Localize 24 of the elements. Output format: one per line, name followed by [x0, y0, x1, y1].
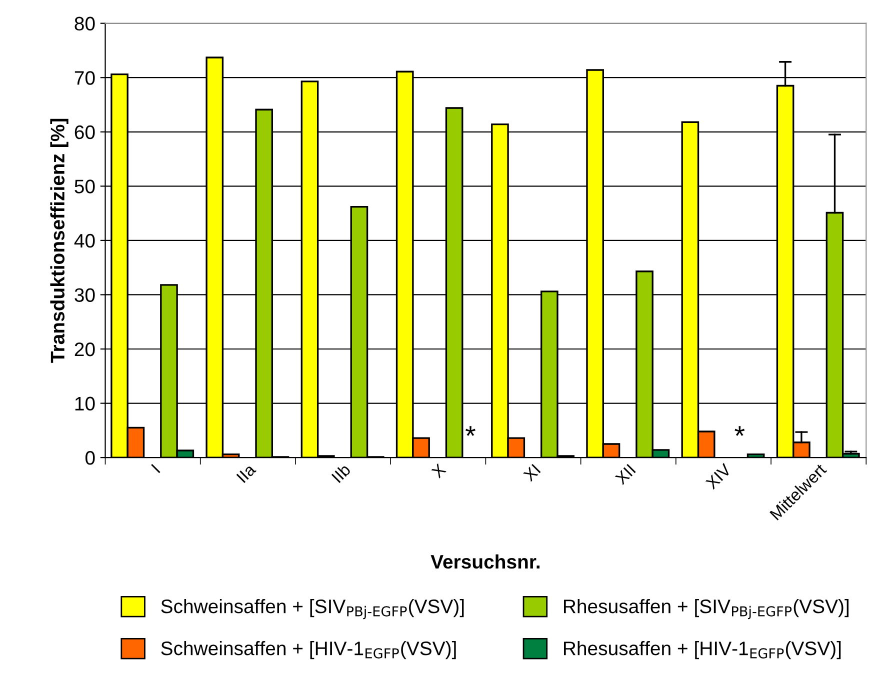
y-tick-label: 80: [74, 16, 95, 31]
x-axis-title: Versuchsnr.: [430, 554, 540, 569]
y-tick-label: 10: [75, 396, 95, 411]
x-tick-label: I: [151, 464, 160, 474]
x-tick-label: IIb: [331, 462, 352, 484]
annotation: *: [734, 426, 745, 436]
y-tick-label: 50: [74, 180, 95, 194]
x-tick-label: XII: [614, 464, 636, 486]
annotation: *: [466, 426, 476, 436]
x-tick-label: XI: [522, 464, 541, 482]
x-tick-label: XIV: [705, 462, 732, 490]
y-tick-label: 20: [74, 342, 95, 356]
legend-label: Schweinsaffen + [HIV-1$_{EGFP}$(VSV)]: [161, 640, 456, 660]
y-tick-label: 60: [74, 125, 95, 140]
y-tick-label: 70: [74, 71, 95, 85]
y-tick-label: 30: [74, 288, 95, 302]
x-tick-label: IIa: [236, 462, 257, 484]
legend-label: Rhesusaffen + [HIV-1$_{EGFP}$(VSV)]: [564, 640, 841, 660]
y-tick-label: 40: [74, 234, 95, 248]
legend-label: Schweinsaffen + [SIV$_{PBj‐EGFP}$(VSV)]: [161, 598, 464, 620]
y-tick-label: 0: [85, 451, 95, 465]
legend-label: Rhesusaffen + [SIV$_{PBj‐EGFP}$(VSV)]: [564, 598, 848, 620]
x-tick-label: X: [430, 463, 446, 479]
y-axis-title: Transduktionseffizienz [%]: [50, 118, 68, 363]
